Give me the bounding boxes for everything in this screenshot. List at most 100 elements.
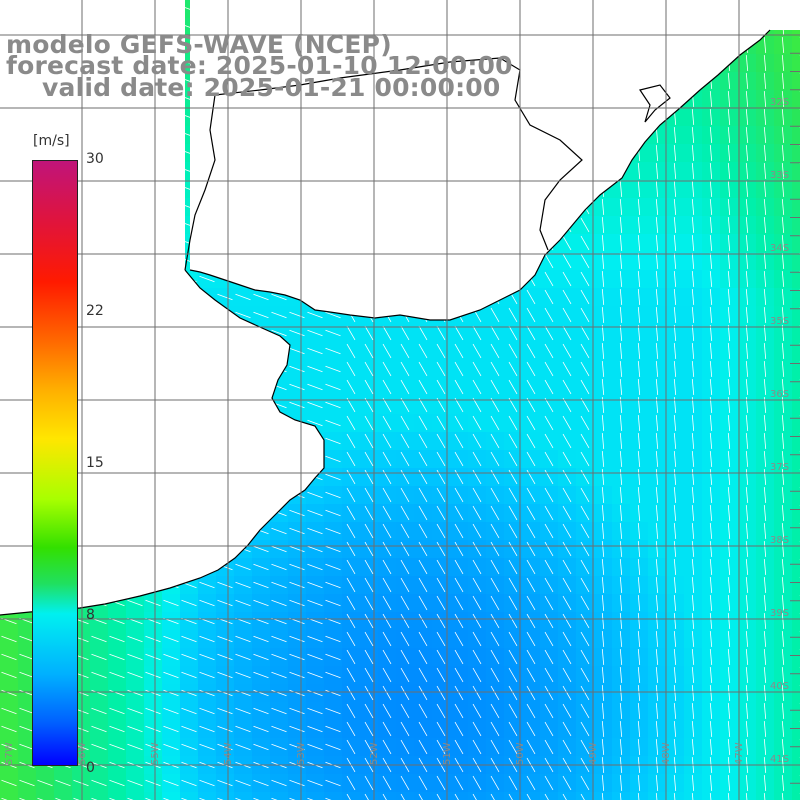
wind-arrow (454, 685, 464, 701)
wind-arrow (382, 343, 392, 359)
wind-arrow (580, 613, 590, 629)
wind-arrow (418, 775, 428, 791)
wind-arrow (580, 631, 590, 647)
wind-arrow (307, 653, 323, 661)
wind-arrow (727, 144, 731, 162)
wind-arrow (601, 306, 605, 324)
wind-arrow (727, 288, 731, 306)
speed-cell (342, 792, 360, 800)
wind-arrow (163, 689, 179, 697)
wind-arrow (673, 738, 677, 756)
wind-arrow (454, 523, 464, 539)
wind-arrow (382, 379, 392, 395)
wind-arrow (562, 451, 572, 467)
wind-arrow (346, 541, 356, 557)
wind-arrow (418, 523, 428, 539)
lon-label: 57W (4, 742, 15, 765)
wind-arrow (325, 347, 341, 355)
wind-arrow (436, 451, 446, 467)
wind-arrow (562, 289, 572, 305)
wind-arrow (364, 433, 374, 449)
wind-arrow (289, 401, 305, 409)
wind-arrow (325, 635, 341, 643)
wind-arrow (436, 667, 446, 683)
wind-arrow (418, 343, 428, 359)
wind-arrow (691, 270, 695, 288)
wind-arrow (346, 523, 356, 539)
wind-arrow (508, 541, 518, 557)
wind-arrow (436, 343, 446, 359)
wind-arrow (781, 342, 785, 360)
speed-cell (792, 252, 800, 270)
wind-arrow (745, 90, 749, 108)
speed-cell (792, 54, 800, 72)
wind-arrow (364, 415, 374, 431)
wind-arrow (673, 234, 677, 252)
wind-arrow (655, 576, 659, 594)
wind-arrow (691, 486, 695, 504)
wind-arrow (673, 126, 677, 144)
colorbar-tick: 15 (86, 455, 104, 471)
wind-arrow (709, 522, 713, 540)
wind-arrow (400, 739, 410, 755)
wind-arrow (601, 378, 605, 396)
wind-arrow (400, 361, 410, 377)
speed-cell (792, 216, 800, 234)
wind-arrow (745, 576, 749, 594)
wind-arrow (508, 361, 518, 377)
wind-arrow (745, 432, 749, 450)
land-mask (0, 0, 800, 615)
wind-arrow (781, 612, 785, 630)
wind-arrow (691, 702, 695, 720)
wind-arrow (619, 288, 623, 306)
wind-arrow (673, 414, 677, 432)
wind-arrow (637, 684, 641, 702)
wind-arrow (562, 505, 572, 521)
wind-arrow (601, 270, 605, 288)
wind-arrow (601, 648, 605, 666)
speed-cell (432, 792, 450, 800)
wind-arrow (346, 361, 356, 377)
wind-arrow (418, 649, 428, 665)
wind-arrow (400, 415, 410, 431)
wind-arrow (382, 703, 392, 719)
wind-arrow (673, 720, 677, 738)
wind-arrow (400, 631, 410, 647)
wind-arrow (727, 576, 731, 594)
wind-arrow (472, 379, 482, 395)
wind-arrow (490, 685, 500, 701)
wind-arrow (253, 311, 269, 319)
wind-arrow (745, 216, 749, 234)
wind-arrow (472, 775, 482, 791)
wind-arrow (508, 379, 518, 395)
wind-arrow (508, 469, 518, 485)
wind-arrow (727, 702, 731, 720)
wind-arrow (691, 774, 695, 792)
wind-arrow (745, 234, 749, 252)
wind-arrow (655, 504, 659, 522)
speed-cell (792, 36, 800, 54)
wind-arrow (562, 577, 572, 593)
wind-arrow (325, 473, 341, 481)
wind-arrow (691, 288, 695, 306)
speed-cell (792, 450, 800, 468)
wind-arrow (763, 522, 767, 540)
wind-arrow (109, 653, 125, 661)
wind-arrow (472, 541, 482, 557)
wind-arrow (562, 523, 572, 539)
wind-arrow (436, 703, 446, 719)
wind-arrow (709, 540, 713, 558)
wind-arrow (709, 486, 713, 504)
wind-arrow (199, 743, 215, 751)
wind-arrow (346, 721, 356, 737)
wind-arrow (436, 775, 446, 791)
wind-arrow (781, 450, 785, 468)
wind-arrow (235, 707, 251, 715)
wind-arrow (544, 451, 554, 467)
wind-arrow (727, 594, 731, 612)
wind-arrow (382, 739, 392, 755)
wind-arrow (763, 774, 767, 792)
wind-arrow (307, 635, 323, 643)
lon-label: 47W (734, 742, 745, 765)
wind-arrow (637, 342, 641, 360)
